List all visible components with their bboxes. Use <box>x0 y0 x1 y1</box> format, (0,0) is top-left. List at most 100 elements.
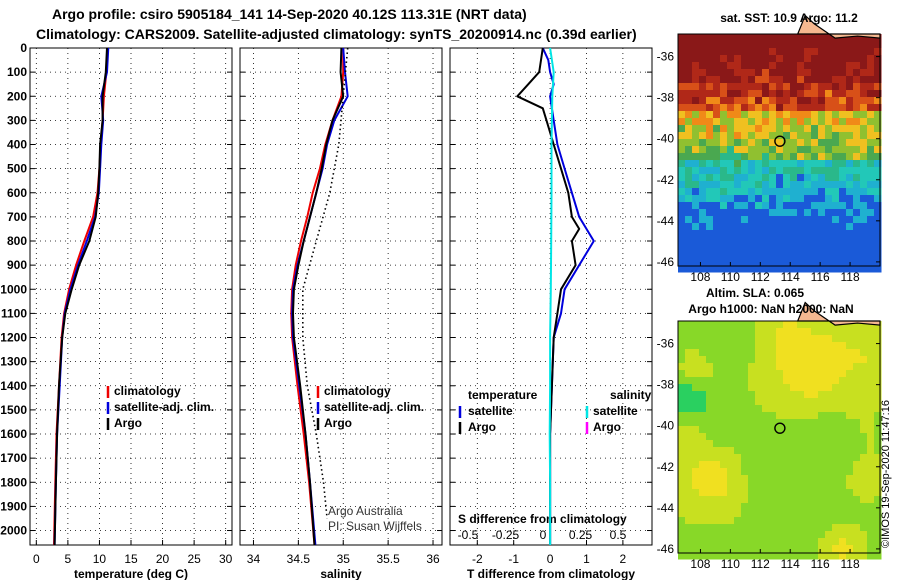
map-cell <box>825 391 833 399</box>
map-cell <box>762 237 770 245</box>
map-cell <box>790 552 798 560</box>
map-cell <box>755 433 763 441</box>
map-cell <box>860 349 868 357</box>
map-cell <box>811 356 819 364</box>
map-cell <box>825 328 833 336</box>
map-cell <box>860 153 868 161</box>
map-cell <box>874 335 882 343</box>
map-cell <box>741 517 749 525</box>
map-cell <box>874 482 882 490</box>
map-cell <box>825 454 833 462</box>
map-cell <box>762 489 770 497</box>
map-cell <box>685 244 693 252</box>
map-cell <box>720 545 728 553</box>
map-cell <box>734 398 742 406</box>
map-cell <box>867 237 875 245</box>
map-cell <box>748 34 756 42</box>
map-cell <box>818 405 826 413</box>
map-cell <box>692 251 700 259</box>
map-cell <box>727 125 735 133</box>
map-cell <box>797 356 805 364</box>
map-cell <box>741 83 749 91</box>
map-cell <box>720 461 728 469</box>
map-cell <box>804 391 812 399</box>
map-cell <box>685 363 693 371</box>
map-cell <box>776 104 784 112</box>
map-cell <box>811 125 819 133</box>
map-cell <box>685 153 693 161</box>
map-cell <box>825 132 833 140</box>
map-cell <box>678 90 686 98</box>
map-cell <box>755 426 763 434</box>
map-cell <box>748 111 756 119</box>
map-cell <box>678 482 686 490</box>
map-cell <box>783 202 791 210</box>
map-cell <box>762 321 770 329</box>
map-cell <box>762 265 770 273</box>
map-cell <box>832 510 840 518</box>
map-cell <box>804 188 812 196</box>
map-cell <box>706 440 714 448</box>
map-cell <box>706 174 714 182</box>
map-cell <box>804 510 812 518</box>
map-cell <box>832 440 840 448</box>
map-cell <box>818 153 826 161</box>
map-cell <box>839 538 847 546</box>
map-cell <box>748 447 756 455</box>
map-cell <box>762 335 770 343</box>
map-cell <box>853 90 861 98</box>
map-cell <box>713 517 721 525</box>
map-cell <box>867 97 875 105</box>
map-cell <box>748 412 756 420</box>
map-cell <box>734 97 742 105</box>
map-cell <box>832 209 840 217</box>
y-tick-label: 900 <box>7 258 27 272</box>
map-cell <box>706 461 714 469</box>
map-cell <box>720 174 728 182</box>
map-cell <box>839 167 847 175</box>
map-cell <box>867 384 875 392</box>
map-cell <box>860 41 868 49</box>
map-cell <box>706 195 714 203</box>
map-cell <box>797 412 805 420</box>
map-cell <box>797 531 805 539</box>
map-cell <box>692 83 700 91</box>
map-cell <box>734 174 742 182</box>
map-cell <box>846 195 854 203</box>
map-cell <box>685 202 693 210</box>
map-cell <box>748 433 756 441</box>
map-cell <box>811 328 819 336</box>
map-cell <box>804 237 812 245</box>
map-cell <box>797 328 805 336</box>
map-cell <box>846 475 854 483</box>
map-cell <box>727 195 735 203</box>
map-cell <box>839 426 847 434</box>
map-cell <box>839 461 847 469</box>
map-cell <box>699 391 707 399</box>
map-cell <box>846 153 854 161</box>
map-cell <box>811 552 819 560</box>
map-cell <box>748 174 756 182</box>
map-cell <box>804 482 812 490</box>
map-cell <box>846 538 854 546</box>
map-cell <box>839 111 847 119</box>
map-cell <box>755 62 763 70</box>
map-cell <box>720 244 728 252</box>
map-cell <box>839 517 847 525</box>
map-cell <box>706 83 714 91</box>
map-cell <box>685 482 693 490</box>
map-cell <box>692 167 700 175</box>
map-cell <box>832 475 840 483</box>
map-cell <box>699 321 707 329</box>
map-cell <box>797 251 805 259</box>
map-cell <box>727 538 735 546</box>
map-cell <box>713 202 721 210</box>
map-cell <box>853 97 861 105</box>
map-cell <box>748 342 756 350</box>
map-cell <box>790 356 798 364</box>
map-cell <box>678 349 686 357</box>
map-cell <box>762 167 770 175</box>
map-cell <box>867 111 875 119</box>
map-cell <box>860 181 868 189</box>
map-cell <box>755 328 763 336</box>
